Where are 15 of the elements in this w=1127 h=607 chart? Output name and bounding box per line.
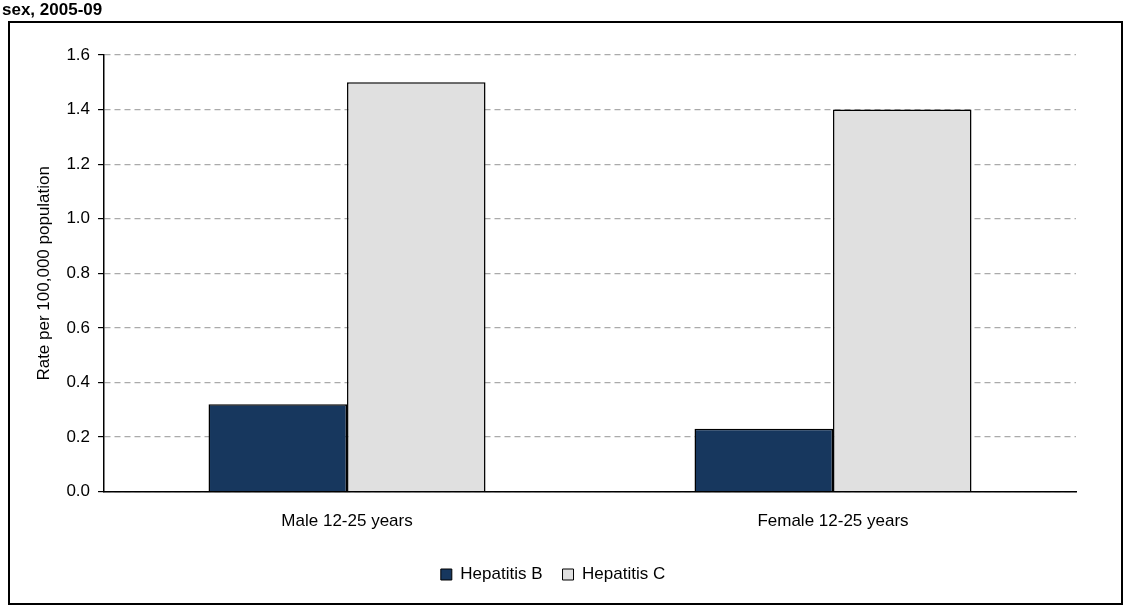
y-tick-label: 1.0 [66,208,91,228]
y-tick-label: 0.0 [66,481,91,501]
y-tick-label: 1.2 [66,153,91,173]
legend-label: Hepatitis C [582,564,666,584]
x-tick-label: Female 12-25 years [757,511,909,531]
y-tick-label: 0.4 [66,372,91,392]
y-tick-label: 1.6 [66,44,91,64]
y-tick-label: 0.8 [66,262,91,282]
y-tick-label: 1.4 [66,99,91,119]
y-axis-title: Rate per 100,000 population [33,166,53,381]
legend-label: Hepatitis B [460,564,543,584]
y-tick-label: 0.2 [66,426,91,446]
x-tick-label: Male 12-25 years [281,511,413,531]
y-tick-label: 0.6 [66,317,91,337]
chart-title: sex, 2005-09 [2,0,103,20]
